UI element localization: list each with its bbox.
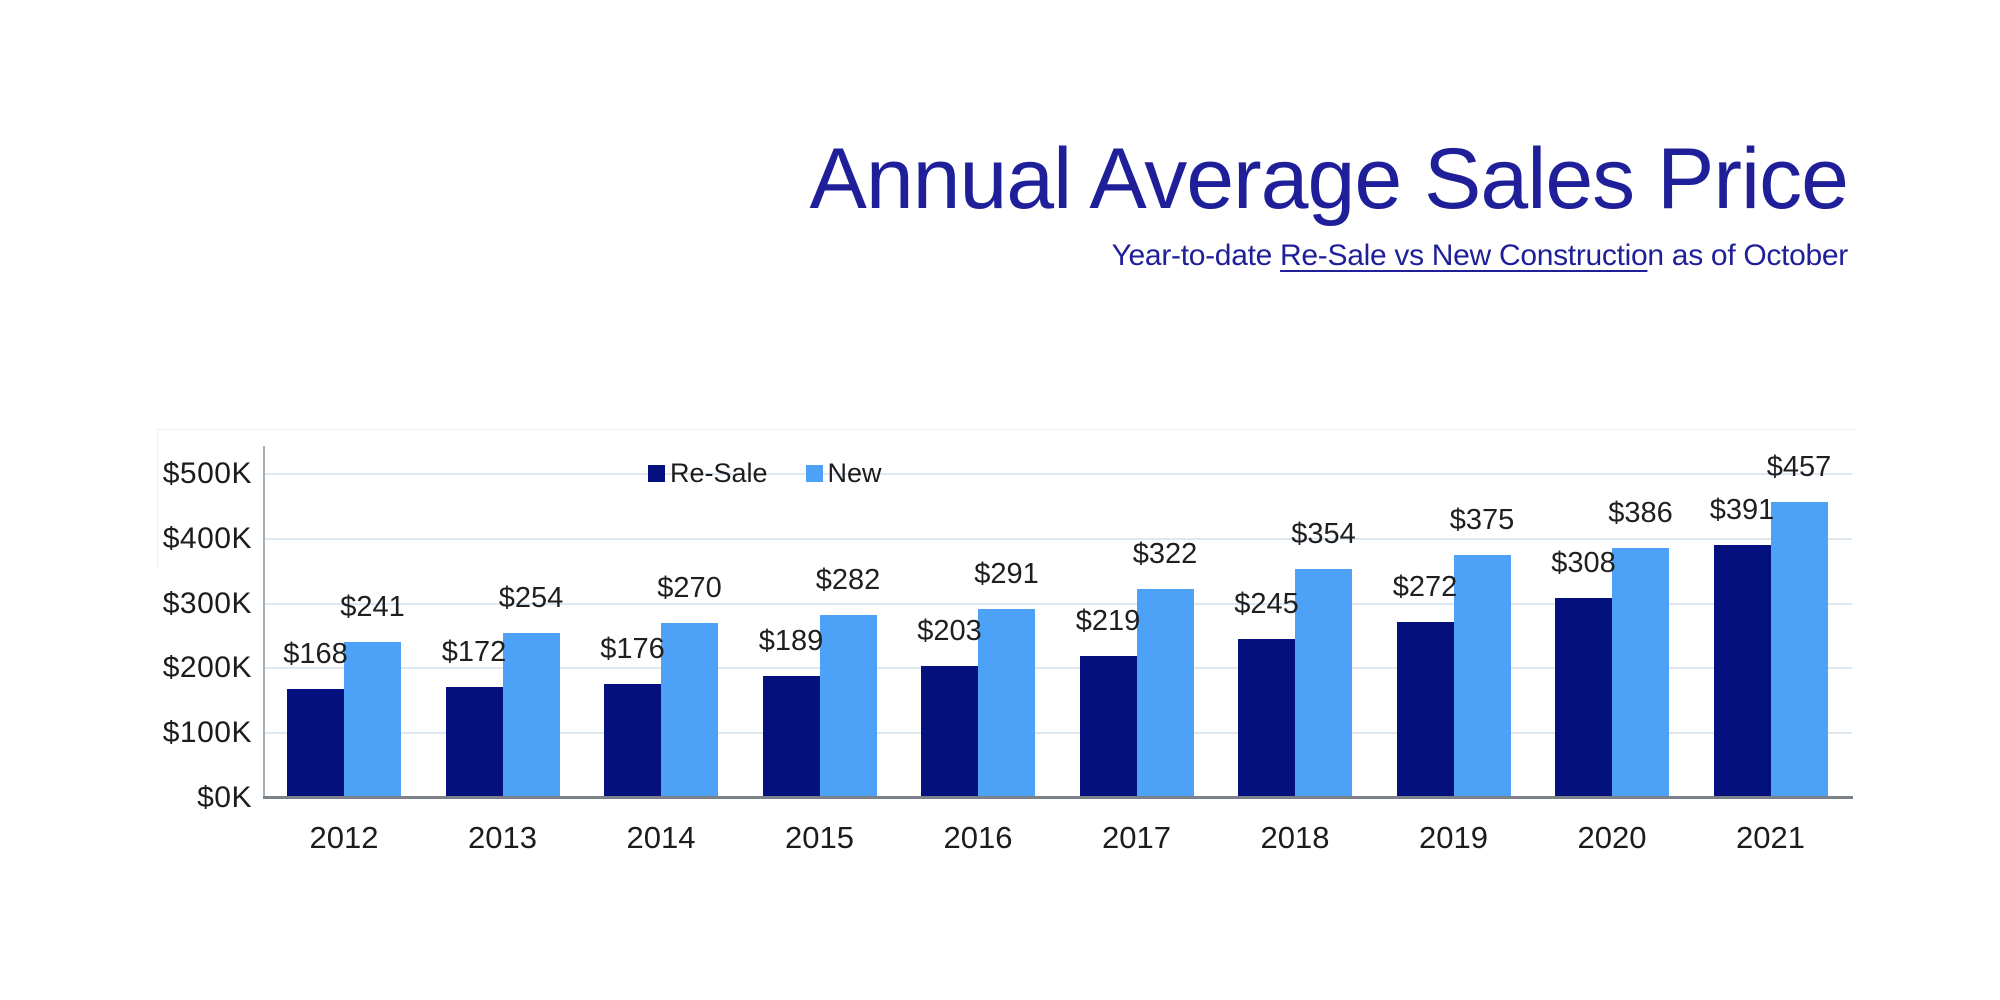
bar-new-2018 [1295,568,1352,798]
bar-new-2014 [661,623,718,798]
x-tick-label-2020: 2020 [1577,820,1647,855]
bar-resale-2015 [762,675,820,798]
value-label-new-2015: $282 [815,564,881,597]
legend-item-new: New [805,458,882,489]
value-label-new-2014: $270 [657,572,722,605]
bar-resale-2016 [921,666,978,798]
value-label-resale-2018: $245 [1234,588,1299,621]
chart-legend: Re-Sale New [648,458,882,489]
value-label-new-2019: $375 [1449,504,1515,536]
y-axis-line [263,446,265,798]
bar-resale-2012 [287,689,344,798]
x-tick-label-2013: 2013 [468,820,537,855]
x-tick-label-2014: 2014 [626,820,696,855]
x-tick-label-2017: 2017 [1102,820,1171,855]
bar-resale-2013 [445,686,503,798]
page-title: Annual Average Sales Price [809,131,1849,227]
value-label-resale-2013: $172 [441,635,507,668]
bar-new-2016 [978,609,1035,798]
value-label-new-2018: $354 [1291,517,1356,550]
bar-resale-2018 [1238,639,1295,798]
bar-resale-2017 [1079,656,1137,798]
gridline-300k [264,602,1852,605]
resale-swatch-icon [648,465,665,482]
gridline-400k [264,537,1852,540]
new-swatch-icon [805,465,823,482]
bar-new-2013 [502,633,560,798]
y-tick-label-0k: $0K [197,781,252,814]
x-tick-label-2019: 2019 [1419,820,1488,855]
bar-new-2015 [819,615,877,798]
title-block: Annual Average Sales Price Year-to-date … [809,131,1849,273]
value-label-resale-2017: $219 [1075,605,1141,638]
value-label-new-2016: $291 [974,558,1039,591]
value-label-resale-2019: $272 [1392,570,1458,603]
value-label-resale-2020: $308 [1551,547,1616,580]
bar-resale-2020 [1555,598,1612,798]
x-tick-label-2021: 2021 [1736,820,1805,855]
y-tick-label-300k: $300K [162,586,252,620]
y-tick-label-400k: $400K [162,521,252,555]
bar-new-2021 [1770,501,1828,798]
bar-resale-2014 [604,683,661,798]
chart-frame-left-border [157,429,158,569]
x-axis-line [263,796,1853,799]
subtitle-suffix: n as of October [1647,239,1848,272]
x-tick-label-2015: 2015 [785,820,854,855]
bar-new-2020 [1612,547,1669,798]
subtitle-underlined-text: Re-Sale vs New Constructio [1280,239,1648,272]
value-label-resale-2014: $176 [600,632,665,665]
legend-label-new: New [827,458,882,488]
bar-new-2012 [344,641,401,798]
x-tick-label-2018: 2018 [1260,820,1330,855]
y-tick-label-500k: $500K [162,457,252,490]
bar-new-2019 [1453,555,1511,798]
value-label-new-2012: $241 [340,590,405,623]
bar-resale-2019 [1396,621,1454,798]
value-label-resale-2015: $189 [758,624,824,657]
legend-label-resale: Re-Sale [670,458,768,488]
y-tick-label-200k: $200K [162,651,252,685]
value-label-new-2020: $386 [1608,496,1673,529]
chart-subtitle: Year-to-date Re-Sale vs New Construction… [809,239,1849,273]
legend-item-resale: Re-Sale [648,458,768,489]
gridline-500k [264,473,1852,475]
value-label-new-2013: $254 [498,582,564,615]
subtitle-prefix: Year-to-date [1111,239,1281,272]
bar-resale-2021 [1713,544,1771,798]
value-label-resale-2016: $203 [917,615,982,648]
value-label-new-2021: $457 [1766,450,1832,483]
value-label-resale-2012: $168 [283,638,348,671]
chart-frame-top-border [157,429,1857,430]
y-tick-label-100k: $100K [162,716,252,750]
x-tick-label-2016: 2016 [943,820,1013,855]
gridline-200k [264,667,1852,670]
x-tick-label-2012: 2012 [309,820,379,855]
value-label-new-2017: $322 [1132,538,1198,571]
gridline-100k [264,732,1852,735]
bar-new-2017 [1136,589,1194,798]
value-label-resale-2021: $391 [1709,493,1775,526]
